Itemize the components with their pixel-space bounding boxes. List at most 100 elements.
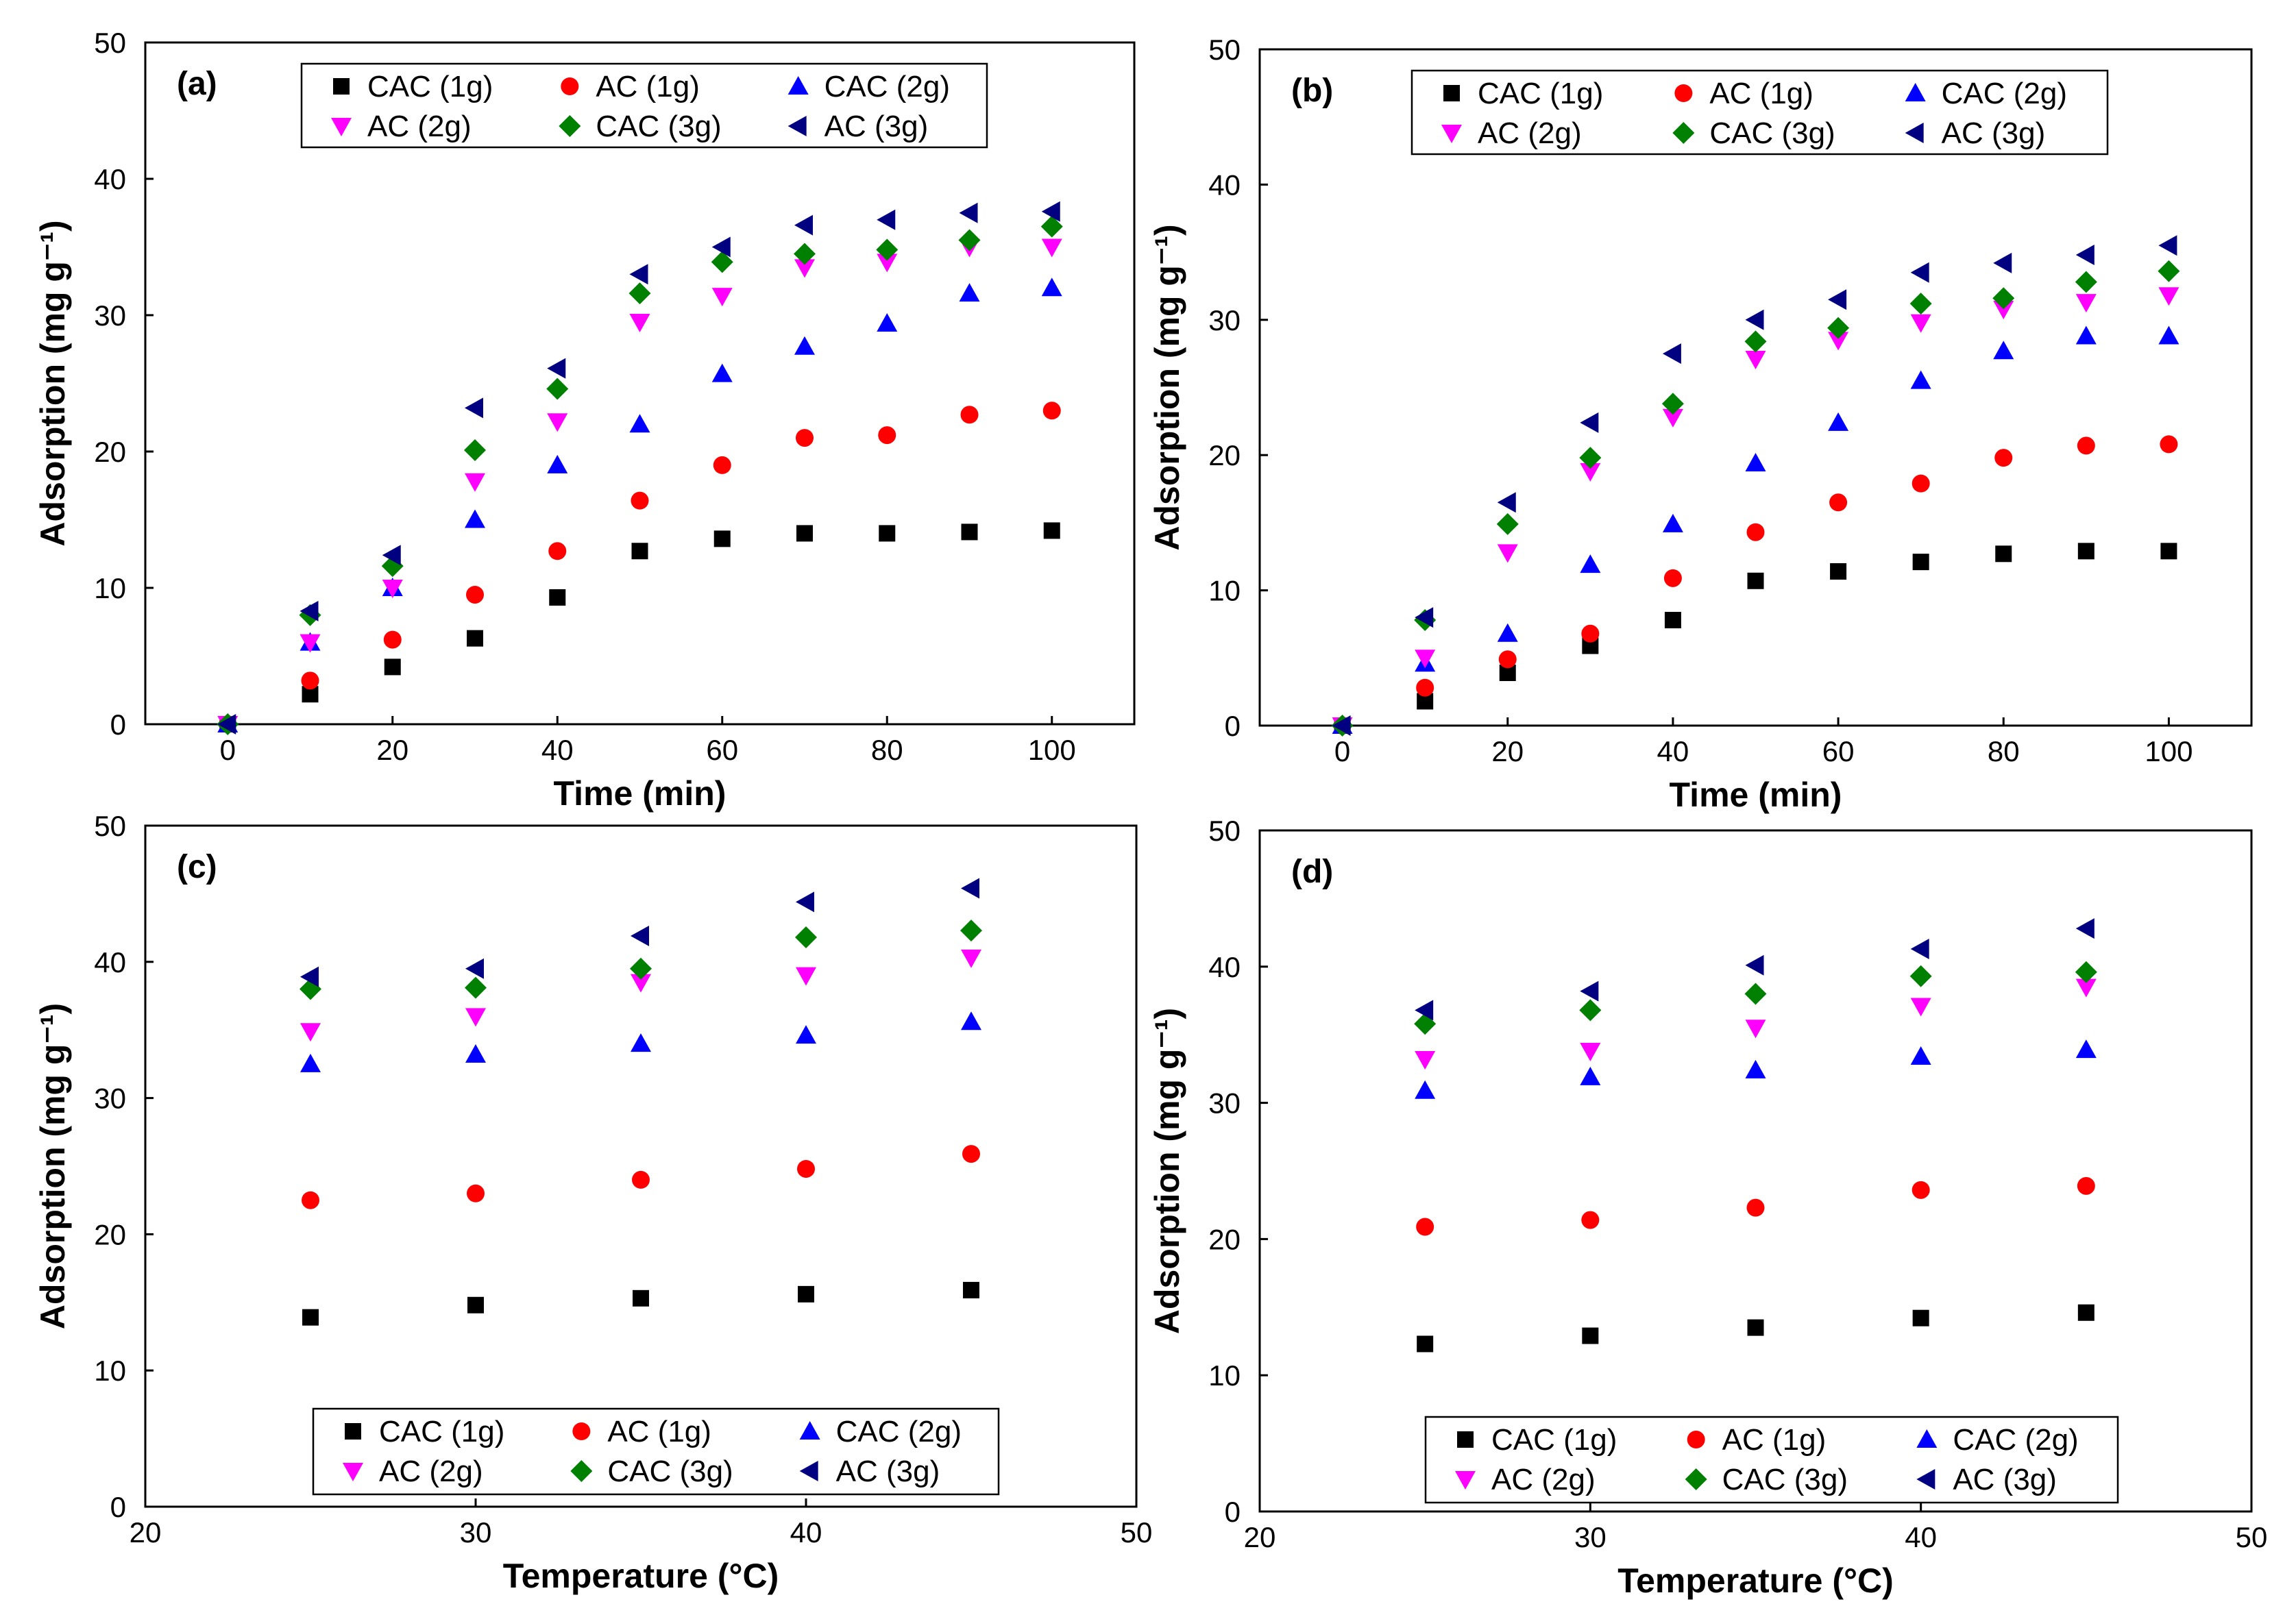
data-point [1745,954,1764,976]
legend-entry-ac-3g: AC (3g) [787,110,928,143]
legend-label: AC (1g) [1709,77,1813,110]
data-point [796,429,814,447]
data-point [1828,332,1849,351]
data-point [878,426,896,445]
panel-b-series-cac-2g [1332,325,2179,734]
legend-marker [345,1423,361,1440]
legend-marker [1674,84,1693,102]
legend-label: AC (3g) [1953,1463,2057,1496]
data-point [798,1285,814,1303]
data-point [1827,317,1850,339]
legend-label: AC (2g) [1491,1463,1596,1496]
panel-b-y-tick-label: 30 [1208,304,1241,336]
legend-marker [331,118,352,136]
legend-entry-cac-2g: CAC (2g) [799,1415,962,1448]
panel-a-y-tick-label: 40 [94,163,126,195]
data-point [1910,998,1931,1017]
data-point [1663,569,1682,587]
panel-d-x-tick-label: 30 [1574,1521,1607,1553]
legend-marker [1905,123,1924,143]
legend-label: CAC (1g) [367,70,493,103]
legend-marker [1441,125,1462,143]
data-point [1415,1050,1436,1070]
data-point [876,238,899,261]
panel-a-legend: CAC (1g) AC (1g) CAC (2g) AC (2g) CAC (3g) AC… [300,62,988,149]
data-point [1582,1327,1599,1344]
data-point [465,958,484,979]
data-point [1580,554,1601,573]
data-point [959,283,980,302]
data-point [629,313,650,332]
data-point [1910,1046,1931,1065]
data-point [1995,545,2012,563]
legend-marker [559,115,581,137]
panel-c-legend-box [312,1407,1000,1496]
data-point [796,967,816,986]
panel-c-series-cac-3g [300,919,982,1000]
legend-marker [343,1463,363,1481]
data-point [713,530,731,547]
panel-d-legend: CAC (1g) AC (1g) CAC (2g) AC (2g) CAC (3g) AC… [1424,1416,2119,1504]
legend-label: CAC (2g) [1953,1423,2078,1457]
legend-entry-ac-2g: AC (2g) [1441,116,1582,150]
data-point [1579,999,1602,1022]
data-point [382,545,401,566]
data-point [1497,492,1516,513]
panel-a-x-tick-label: 20 [376,734,408,766]
data-point [1580,1066,1601,1085]
panel-c-series-ac-1g [302,1145,980,1209]
data-point [2075,961,2097,983]
data-point [1993,252,2012,273]
panel-c-x-tick-label: 30 [460,1516,492,1548]
data-point [465,509,485,528]
legend-entry-cac-3g: CAC (3g) [559,110,722,143]
panel-a-y-tick-label: 0 [110,708,126,741]
data-point [1040,215,1063,238]
data-point [2075,245,2095,266]
data-point [547,358,566,379]
data-point [1415,1080,1436,1099]
panel-d-y-tick-label: 10 [1208,1359,1241,1392]
data-point [1581,624,1600,643]
legend-label: CAC (1g) [1478,77,1603,110]
data-point [1580,980,1599,1002]
panel-b-y-tick-label: 0 [1225,710,1241,742]
data-point [960,919,982,942]
panel-d-y-axis-title: Adsorption (mg g⁻¹) [1148,1008,1186,1334]
data-point [547,413,568,432]
data-point [1912,1181,1930,1199]
legend-label: AC (2g) [379,1455,483,1488]
legend-marker [1905,83,1926,101]
legend-marker [1672,122,1695,144]
panel-d-series-ac-1g [1416,1176,2095,1236]
data-point [1744,330,1767,353]
data-point [795,926,817,949]
panel-b-x-tick-label: 100 [2145,735,2193,767]
data-point [1828,412,1849,431]
panel-c: 0 10 20 30 40 50 20 30 40 50 Temperature (°C) Adsor… [34,810,1152,1595]
panel-a-x-tick-label: 80 [871,734,903,766]
data-point [2158,260,2180,282]
data-point [1745,453,1766,472]
legend-entry-ac-1g: AC (1g) [1674,77,1813,110]
legend-marker [1455,1471,1476,1490]
panel-d-y-tick-label: 40 [1208,951,1241,983]
data-point [1579,447,1602,469]
legend-marker [799,1421,820,1440]
data-point [794,336,815,355]
legend-marker [561,77,579,95]
data-point [958,229,981,251]
data-point [1662,408,1683,428]
data-point [1042,402,1061,420]
data-point [1043,522,1060,539]
panel-b-x-tick-label: 80 [1988,735,2020,767]
data-point [1415,650,1436,669]
panel-b-x-axis-title: Time (min) [1670,776,1842,814]
panel-c-series-cac-2g [300,1011,981,1072]
legend-label: CAC (3g) [607,1455,733,1488]
panel-a-label: (a) [177,66,217,102]
panel-d-y-tick-label: 50 [1208,815,1241,847]
panel-a-series-ac-3g [217,201,1060,735]
legend-entry-ac-3g: AC (3g) [1905,116,2045,150]
